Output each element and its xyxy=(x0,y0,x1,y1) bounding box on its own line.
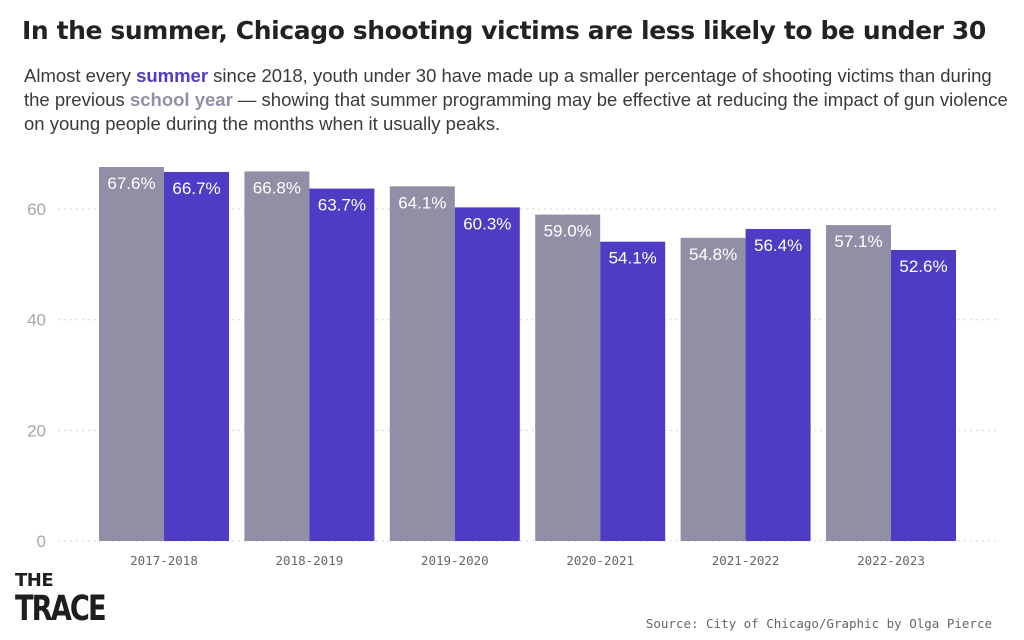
bars xyxy=(99,167,956,542)
x-tick-label-2022-2023: 2022-2023 xyxy=(857,553,925,568)
bar-school-year-2021-2022 xyxy=(680,237,746,541)
data-label-school-year-2017-2018: 67.6% xyxy=(107,174,155,193)
bar-school-year-2019-2020 xyxy=(389,186,455,542)
bar-summer-2019-2020 xyxy=(454,207,520,541)
data-label-school-year-2022-2023: 57.1% xyxy=(834,232,882,251)
data-label-summer-2017-2018: 66.7% xyxy=(172,179,220,198)
data-label-school-year-2020-2021: 59.0% xyxy=(544,222,592,241)
x-tick-label-2017-2018: 2017-2018 xyxy=(130,553,198,568)
y-tick-label-60: 60 xyxy=(27,200,46,219)
data-label-school-year-2019-2020: 64.1% xyxy=(398,193,446,212)
source-note: Source: City of Chicago/Graphic by Olga … xyxy=(645,616,992,631)
x-tick-label-2020-2021: 2020-2021 xyxy=(566,553,634,568)
bar-summer-2017-2018 xyxy=(164,171,229,541)
bar-summer-2020-2021 xyxy=(600,241,666,542)
subtitle-keyword-summer: summer xyxy=(136,65,209,86)
data-label-summer-2018-2019: 63.7% xyxy=(318,196,366,215)
chart-subtitle: Almost every summer since 2018, youth un… xyxy=(24,64,1009,136)
y-tick-label-20: 20 xyxy=(27,421,46,440)
data-labels: 67.6% 66.7% 66.8% 63.7% 64.1% 60.3% 59.0% 54.1%… xyxy=(107,174,947,276)
y-tick-label-0: 0 xyxy=(37,532,46,551)
data-label-summer-2022-2023: 52.6% xyxy=(899,257,947,276)
the-trace-logo: THE TRACE xyxy=(15,572,130,627)
subtitle-text-3: — showing that summer programming may be… xyxy=(24,89,1008,134)
bar-school-year-2017-2018 xyxy=(99,167,164,541)
data-label-school-year-2018-2019: 66.8% xyxy=(253,178,301,197)
chart-title: In the summer, Chicago shooting victims … xyxy=(22,16,986,45)
subtitle-text-1: Almost every xyxy=(24,65,137,86)
bar-school-year-2022-2023 xyxy=(826,225,891,541)
data-label-school-year-2021-2022: 54.8% xyxy=(689,245,737,264)
y-tick-label-40: 40 xyxy=(27,311,46,330)
x-tick-label-2018-2019: 2018-2019 xyxy=(276,553,344,568)
x-axis-ticks: 2017-2018 2018-2019 2019-2020 2020-2021 2021… xyxy=(130,553,925,568)
bar-chart: 0 20 40 60 67.6% 66.7% 66.8% 63.7% 64.1% 60.3% 59… xyxy=(27,167,1000,568)
bar-summer-2021-2022 xyxy=(745,228,811,541)
data-label-summer-2020-2021: 54.1% xyxy=(609,249,657,268)
data-label-summer-2019-2020: 60.3% xyxy=(463,214,511,233)
bar-school-year-2018-2019 xyxy=(244,171,310,542)
bar-school-year-2020-2021 xyxy=(535,214,601,541)
data-label-summer-2021-2022: 56.4% xyxy=(754,236,802,255)
x-tick-label-2019-2020: 2019-2020 xyxy=(421,553,489,568)
subtitle-text-2: since 2018, youth under 30 have made up … xyxy=(24,65,992,110)
bar-summer-2022-2023 xyxy=(891,249,956,541)
logo-line-1: THE xyxy=(15,570,54,591)
logo-line-2: TRACE xyxy=(15,589,107,629)
x-tick-label-2021-2022: 2021-2022 xyxy=(712,553,780,568)
subtitle-keyword-school-year: school year xyxy=(129,89,233,110)
y-axis-ticks: 0 20 40 60 xyxy=(27,200,46,551)
bar-summer-2018-2019 xyxy=(309,188,375,542)
